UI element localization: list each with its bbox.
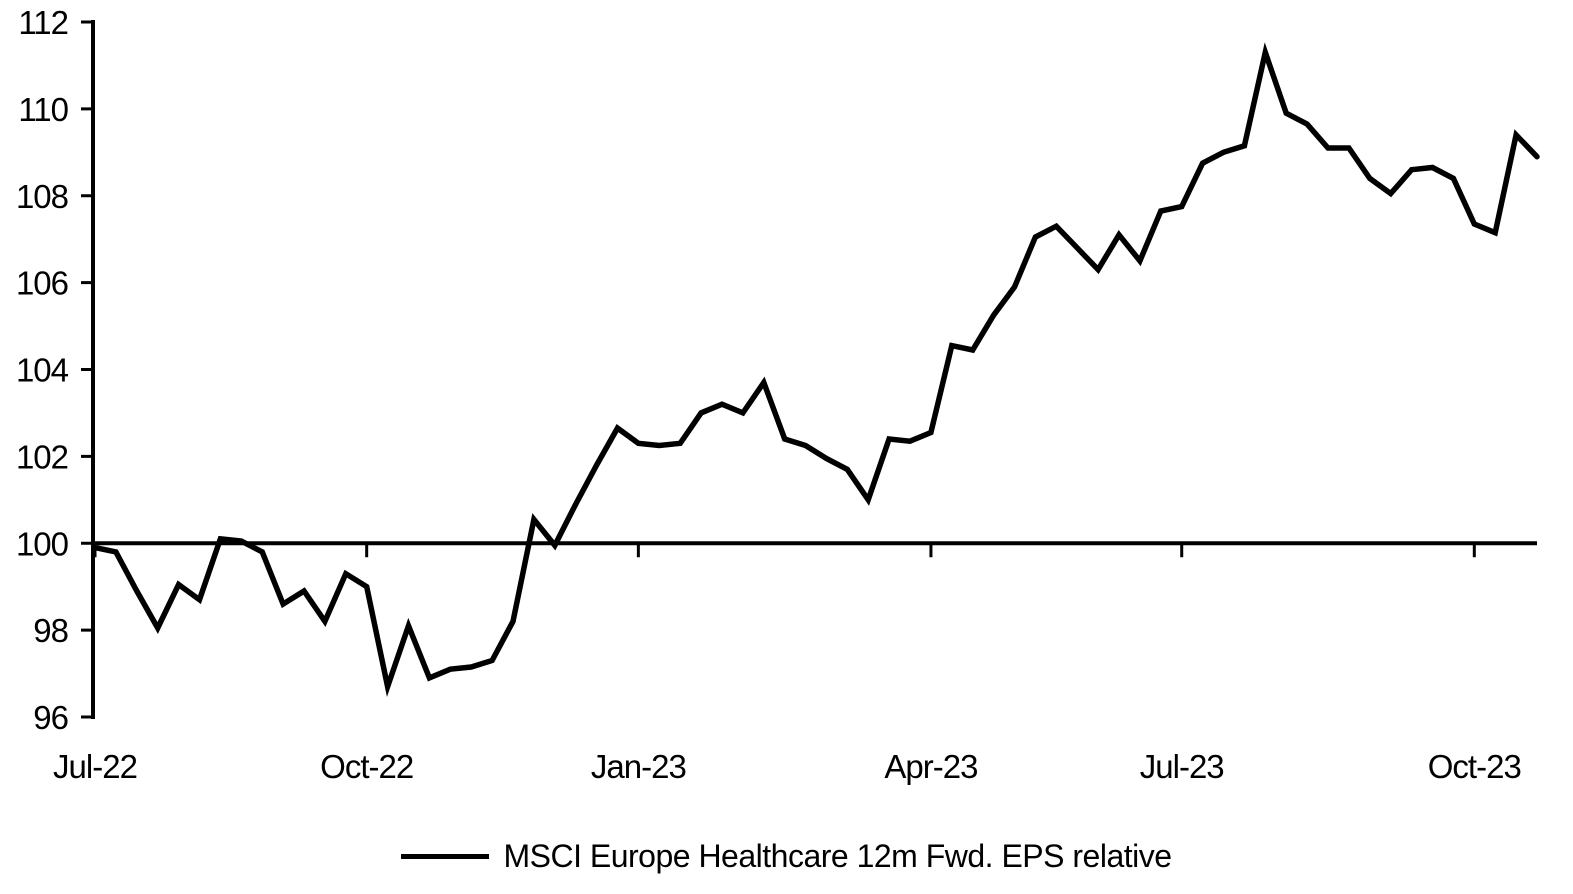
- legend-label: MSCI Europe Healthcare 12m Fwd. EPS rela…: [503, 838, 1172, 874]
- y-axis-tick-label: 96: [33, 699, 68, 736]
- y-axis-tick-label: 104: [16, 352, 69, 389]
- y-axis-tick-label: 110: [18, 91, 68, 128]
- y-axis-tick-label: 106: [16, 265, 68, 302]
- x-axis-tick-label: Jul-23: [1140, 748, 1224, 785]
- y-axis-tick-label: 98: [33, 612, 68, 649]
- y-axis-tick-label: 112: [18, 4, 68, 41]
- x-axis-tick-label: Jan-23: [591, 748, 686, 785]
- y-axis-tick-label: 100: [16, 525, 69, 562]
- x-axis-tick-label: Oct-23: [1428, 748, 1521, 785]
- y-axis-tick-label: 102: [16, 438, 68, 475]
- legend: MSCI Europe Healthcare 12m Fwd. EPS rela…: [0, 838, 1573, 875]
- x-axis-tick-label: Apr-23: [884, 748, 977, 785]
- y-axis-tick-label: 108: [16, 178, 68, 215]
- x-axis-tick-label: Jul-22: [53, 748, 137, 785]
- series-line: [92, 42, 1540, 697]
- x-axis-tick-label: Oct-22: [320, 748, 413, 785]
- legend-line-swatch: [401, 854, 490, 859]
